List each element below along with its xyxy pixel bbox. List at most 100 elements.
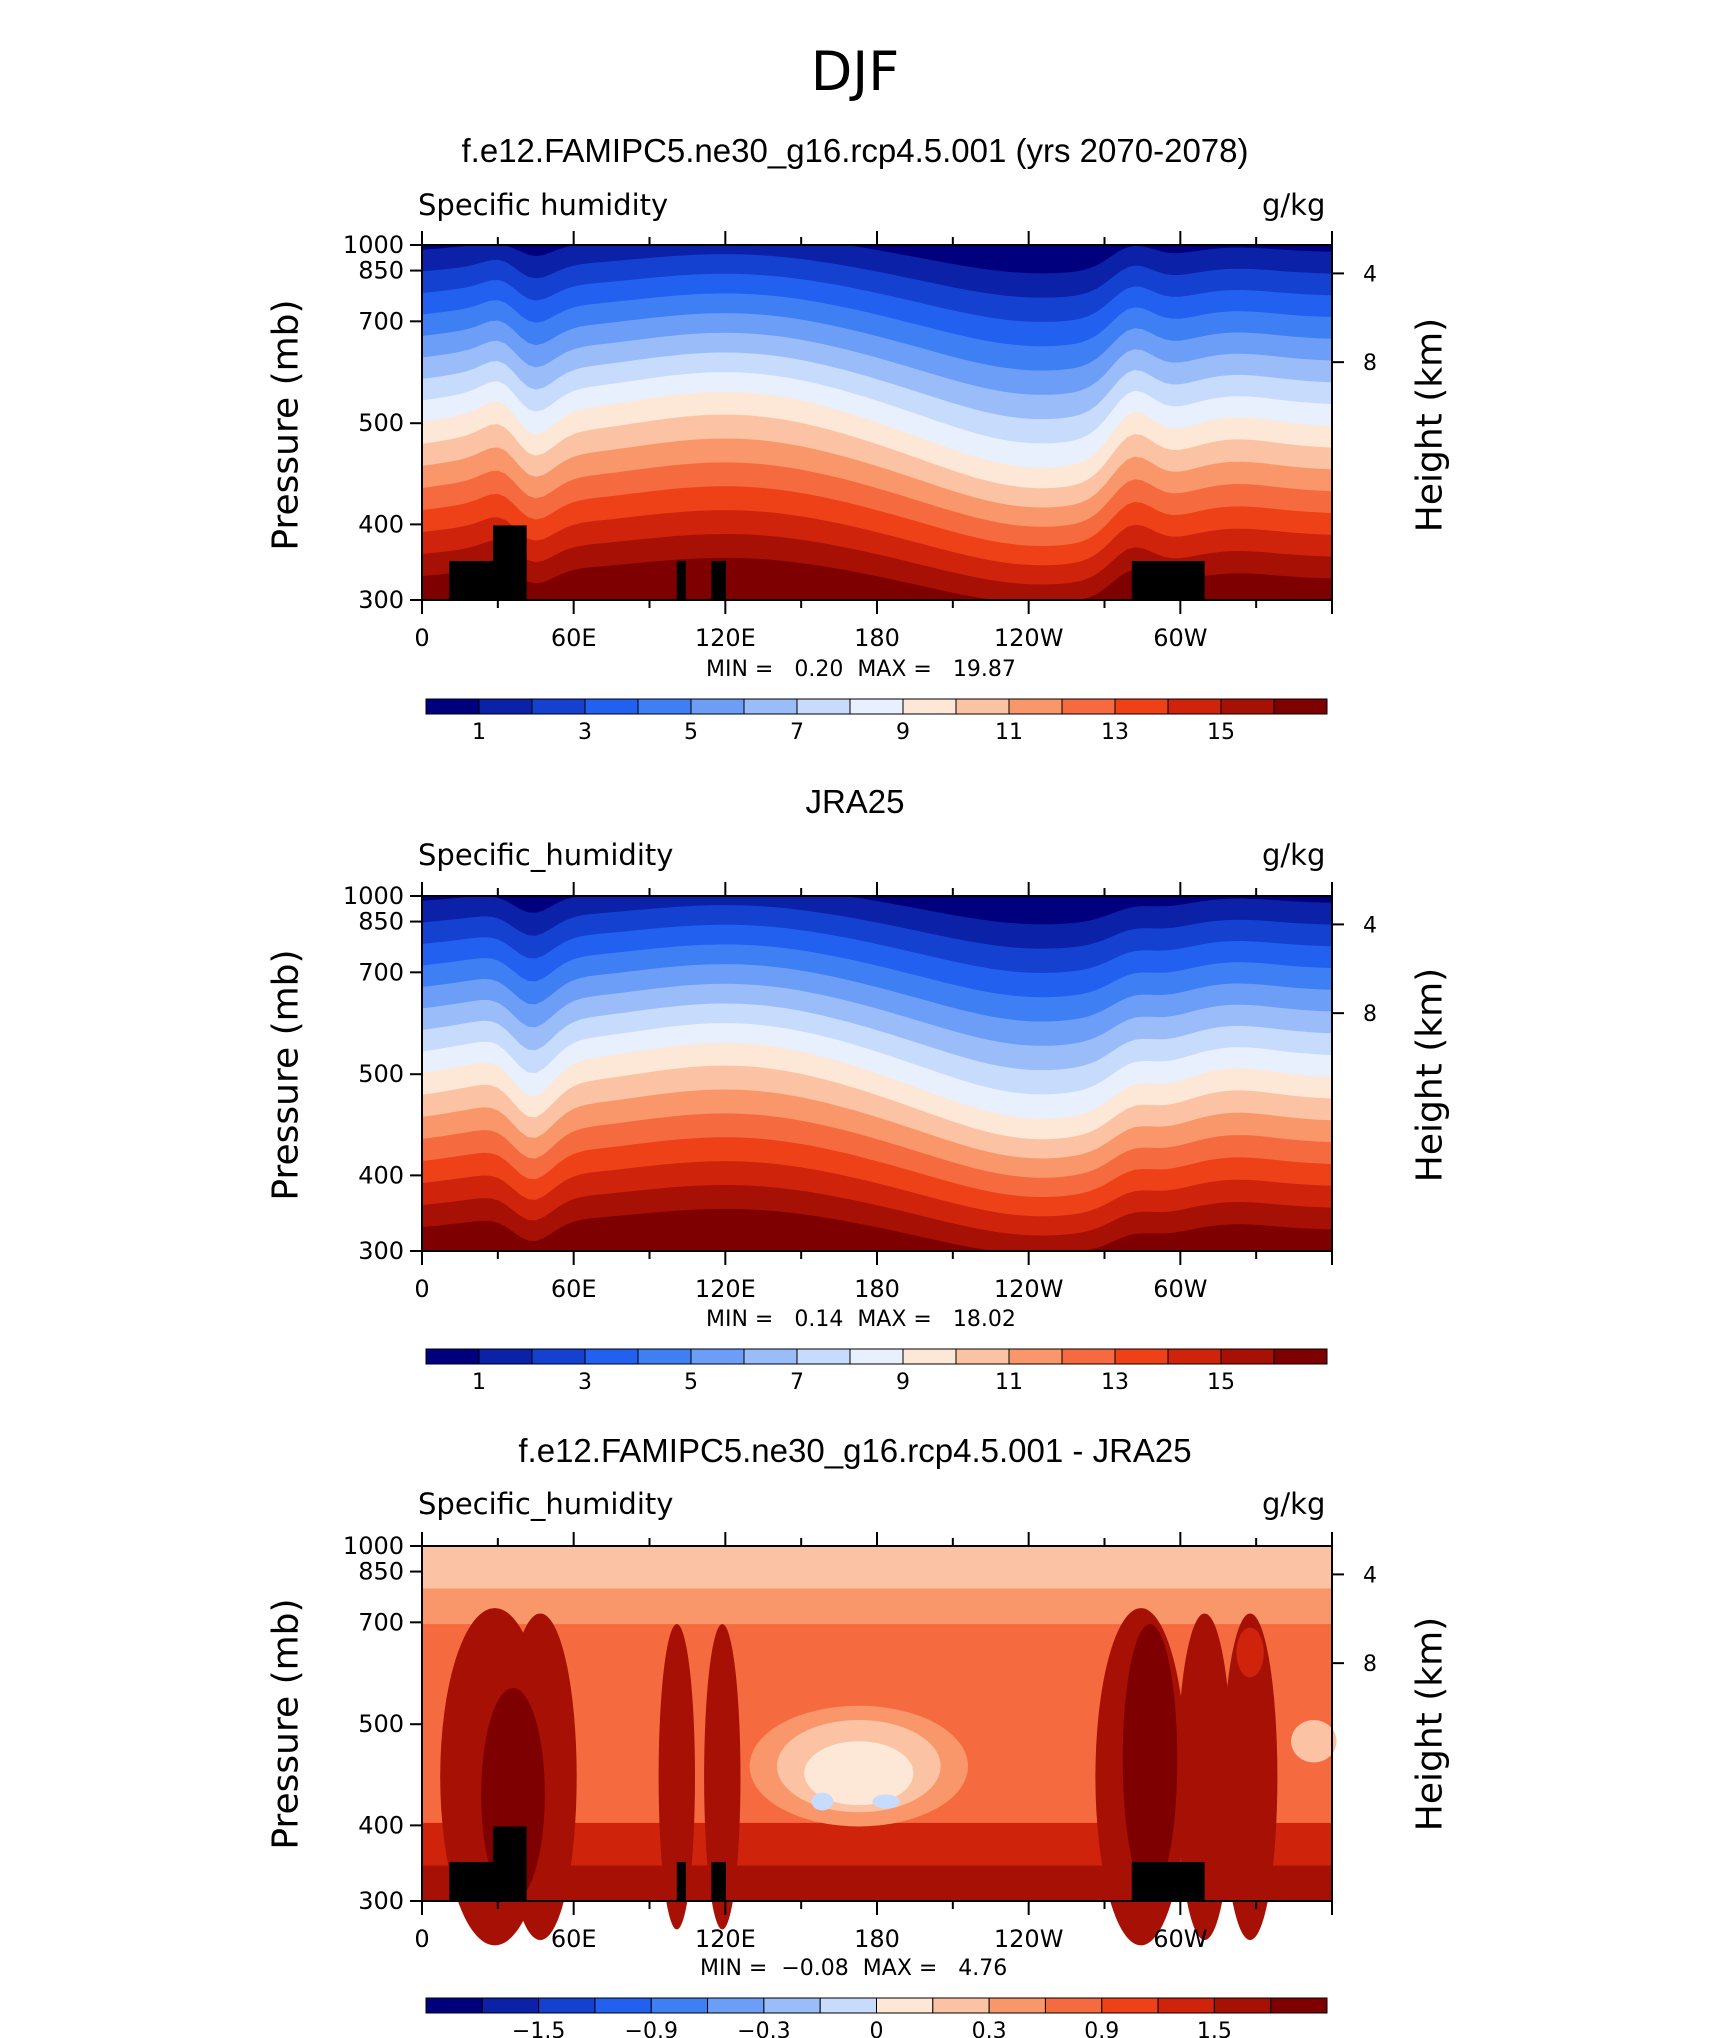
- colorbar-swatch: [849, 1348, 904, 1365]
- colorbar-swatch: [584, 698, 639, 715]
- x-tick-label: 60E: [551, 624, 597, 652]
- colorbar-label: 13: [1101, 720, 1129, 745]
- x-tick-label: 0: [414, 1275, 429, 1303]
- y-tick-label: 500: [358, 1060, 404, 1088]
- colorbar-swatch: [796, 698, 851, 715]
- min-value: −0.08: [781, 1956, 849, 1981]
- colorbar-swatch: [902, 698, 957, 715]
- y-tick-label: 400: [358, 1161, 404, 1189]
- colorbar-label: 3: [578, 1370, 592, 1395]
- colorbar-label: −0.3: [737, 2019, 790, 2038]
- contour-band: [811, 1792, 834, 1811]
- colorbar-swatch: [650, 1997, 709, 2014]
- colorbar-swatch: [481, 1997, 540, 2014]
- colorbar-swatch: [932, 1997, 990, 2014]
- colorbar-0: [425, 698, 1328, 715]
- contour-band: [422, 1546, 1332, 1589]
- colorbar-label: −0.9: [625, 2019, 678, 2038]
- x-tick-label: 120E: [695, 1925, 756, 1953]
- contour-band: [1122, 1624, 1178, 1894]
- colorbar-swatch: [763, 1997, 821, 2014]
- y-tick-label: 1000: [343, 882, 404, 910]
- colorbar-label: 7: [790, 720, 804, 745]
- x-tick-label: 120W: [994, 1275, 1064, 1303]
- colorbar-swatch: [1273, 698, 1328, 715]
- y2-tick-label: 4: [1363, 913, 1377, 938]
- max-value: 4.76: [958, 1956, 1008, 1981]
- colorbar-swatch: [955, 698, 1010, 715]
- land-mask-2: [449, 1826, 1205, 1901]
- colorbar-swatch: [1167, 1348, 1222, 1365]
- colorbar-label: −1.5: [512, 2019, 565, 2038]
- contour-band: [422, 1208, 1332, 1251]
- contour-field-0: [422, 245, 1332, 600]
- colorbar-label: 1: [472, 1370, 486, 1395]
- units-label: g/kg: [1262, 838, 1326, 872]
- y-tick-label: 1000: [343, 1532, 404, 1560]
- land-mask-0: [449, 525, 1205, 600]
- colorbar-swatch: [637, 1348, 692, 1365]
- colorbar-swatch: [1167, 698, 1222, 715]
- panel-title: f.e12.FAMIPC5.ne30_g16.rcp4.5.001 (yrs 2…: [461, 132, 1249, 169]
- y-tick-label: 850: [358, 1558, 404, 1586]
- colorbar-swatch: [819, 1997, 877, 2014]
- colorbar-swatch: [955, 1348, 1010, 1365]
- land-mask-block: [711, 560, 726, 600]
- colorbar-swatch: [425, 698, 480, 715]
- colorbar-1: [425, 1348, 1328, 1365]
- colorbar-swatch: [478, 1348, 533, 1365]
- y2-tick-label: 4: [1363, 1563, 1377, 1588]
- min-max-readout: MIN = 0.20 MAX = 19.87: [706, 657, 1016, 682]
- min-max-readout: MIN = −0.08 MAX = 4.76: [700, 1956, 1007, 1981]
- y2-tick-label: 4: [1363, 262, 1377, 287]
- contour-band: [704, 1624, 741, 1930]
- colorbar-swatch: [637, 698, 692, 715]
- units-label: g/kg: [1262, 188, 1326, 222]
- colorbar-swatch: [1114, 698, 1169, 715]
- colorbar-swatch: [594, 1997, 652, 2014]
- axes-2: [410, 1532, 1344, 1915]
- max-label: MAX =: [862, 1956, 938, 1981]
- contour-band: [1291, 1719, 1337, 1763]
- colorbar-swatch: [707, 1997, 765, 2014]
- colorbar-label: 11: [995, 1370, 1023, 1395]
- colorbar-label: 1: [472, 720, 486, 745]
- land-mask-block: [711, 1861, 726, 1901]
- y2-tick-label: 8: [1363, 1002, 1377, 1027]
- axes-1: [410, 882, 1344, 1265]
- colorbar-label: 3: [578, 720, 592, 745]
- colorbar-swatch: [1101, 1997, 1159, 2014]
- x-tick-label: 60W: [1153, 1925, 1207, 1953]
- y-tick-label: 400: [358, 1811, 404, 1839]
- contour-band: [1177, 1613, 1232, 1941]
- land-mask-block: [1131, 560, 1205, 600]
- y2-tick-label: 8: [1363, 1652, 1377, 1677]
- panel-title: f.e12.FAMIPC5.ne30_g16.rcp4.5.001 - JRA2…: [518, 1432, 1192, 1469]
- colorbar-swatch: [902, 1348, 957, 1365]
- x-tick-label: 120W: [994, 1925, 1064, 1953]
- x-tick-label: 120W: [994, 624, 1064, 652]
- colorbar-swatch: [876, 1997, 934, 2014]
- x-tick-label: 120E: [695, 624, 756, 652]
- x-tick-label: 0: [414, 1925, 429, 1953]
- axes-0: [410, 231, 1344, 614]
- colorbar-swatch: [849, 698, 904, 715]
- min-value: 0.20: [794, 657, 844, 682]
- colorbar-swatch: [690, 1348, 745, 1365]
- colorbar-label: 5: [684, 720, 698, 745]
- variable-label: Specific humidity: [418, 188, 669, 222]
- colorbar-swatch: [425, 1348, 480, 1365]
- min-label: MIN =: [706, 657, 774, 682]
- variable-label: Specific_humidity: [418, 1487, 674, 1521]
- colorbar-label: 0.9: [1084, 2019, 1119, 2038]
- contour-band: [422, 1588, 1332, 1625]
- land-mask-block: [1131, 1861, 1205, 1901]
- units-label: g/kg: [1262, 1487, 1326, 1521]
- colorbar-label: 1.5: [1197, 2019, 1232, 2038]
- colorbar-label: 15: [1207, 720, 1235, 745]
- colorbar-2: [425, 1997, 1328, 2014]
- contour-band: [872, 1794, 900, 1809]
- y-tick-label: 300: [358, 1887, 404, 1915]
- contour-band: [422, 557, 1332, 600]
- colorbar-swatch: [796, 1348, 851, 1365]
